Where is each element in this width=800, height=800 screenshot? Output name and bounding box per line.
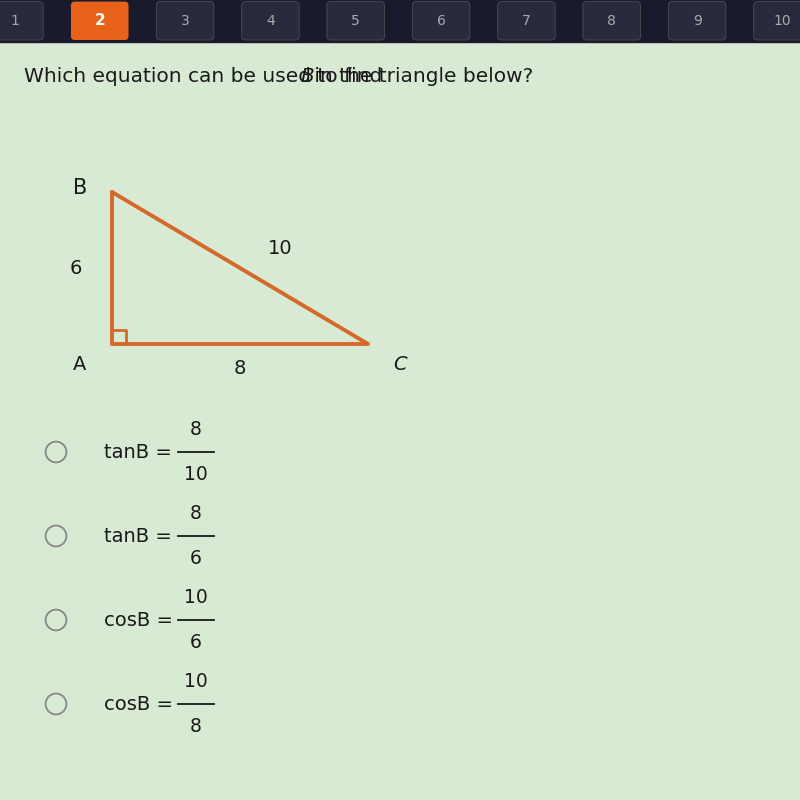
FancyBboxPatch shape [327,2,385,40]
Text: tanB =: tanB = [104,526,172,546]
Text: C: C [393,354,407,374]
Bar [0,0,800,42]
Text: 10: 10 [184,672,208,691]
Text: 5: 5 [351,14,360,28]
Text: 10: 10 [184,465,208,484]
Text: 10: 10 [268,238,292,258]
Text: Which equation can be used to find: Which equation can be used to find [24,66,389,86]
Text: tanB =: tanB = [104,442,172,462]
Text: 8: 8 [607,14,616,28]
Text: 10: 10 [774,14,791,28]
Text: 1: 1 [10,14,19,28]
FancyBboxPatch shape [156,2,214,40]
Text: 6: 6 [437,14,446,28]
Text: 4: 4 [266,14,274,28]
FancyBboxPatch shape [412,2,470,40]
Text: 8: 8 [190,504,202,523]
FancyBboxPatch shape [754,2,800,40]
Text: 3: 3 [181,14,190,28]
Text: B: B [300,66,314,86]
Text: 8: 8 [190,420,202,439]
FancyBboxPatch shape [71,2,129,40]
FancyBboxPatch shape [0,2,43,40]
Text: cosB =: cosB = [104,610,173,630]
FancyBboxPatch shape [583,2,641,40]
Text: 2: 2 [94,14,105,28]
Text: 10: 10 [184,588,208,607]
Text: 9: 9 [693,14,702,28]
Text: in the triangle below?: in the triangle below? [308,66,534,86]
FancyBboxPatch shape [498,2,555,40]
Text: 6: 6 [190,549,202,568]
Text: 8: 8 [190,717,202,736]
Text: 7: 7 [522,14,530,28]
FancyBboxPatch shape [668,2,726,40]
Text: B: B [73,178,87,198]
FancyBboxPatch shape [242,2,299,40]
Text: 8: 8 [234,358,246,378]
Text: 6: 6 [190,633,202,652]
Text: cosB =: cosB = [104,694,173,714]
Text: 6: 6 [70,258,82,278]
Text: A: A [74,354,86,374]
